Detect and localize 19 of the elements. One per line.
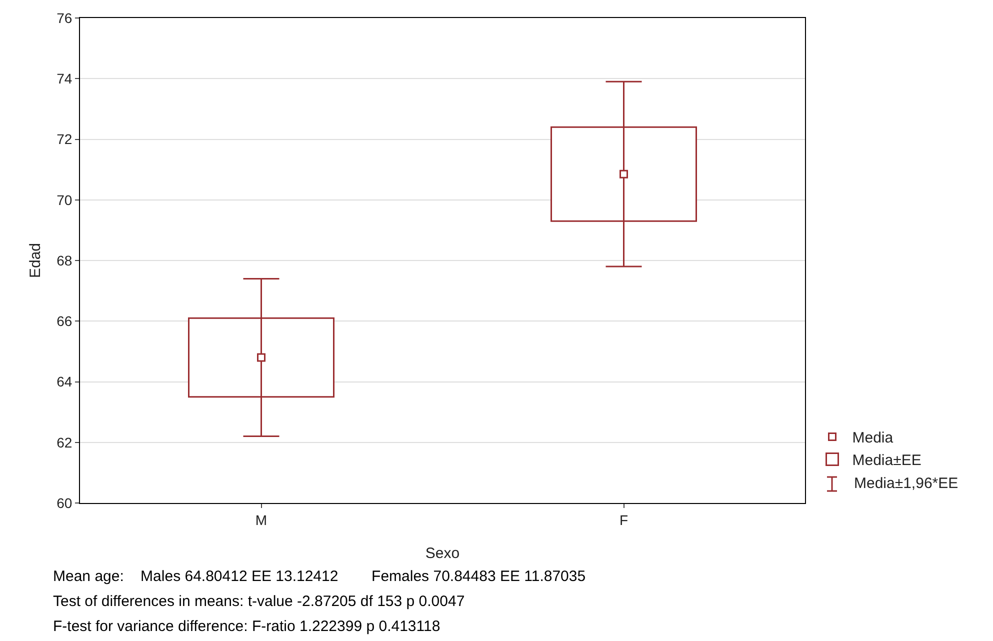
y-axis-title: Edad xyxy=(27,242,44,278)
x-axis-title: Sexo xyxy=(425,545,460,562)
x-tick-label: M xyxy=(255,512,268,528)
text: Test of differences in means: t-value -2.87205 df 153 p 0.0047 xyxy=(53,593,465,610)
x-tick-label: F xyxy=(619,512,628,528)
y-tick-label: 76 xyxy=(56,10,72,26)
y-tick-label: 66 xyxy=(56,313,72,330)
text: Media±1,96*EE xyxy=(854,475,958,492)
y-tick-label: 60 xyxy=(56,494,72,511)
text: Mean age: Males 64.80412 EE 13.12412 Females 70.84483 EE 11.87035 xyxy=(53,568,586,585)
y-tick-label: 74 xyxy=(56,70,72,87)
y-tick-label: 68 xyxy=(56,252,72,268)
legend-label: Media±EE xyxy=(852,452,922,470)
y-tick-label: 62 xyxy=(56,434,72,450)
legend-label: Media xyxy=(852,430,894,447)
y-tick-label: 64 xyxy=(56,374,72,390)
text: F-test for variance difference: F-ratio 1.222399 p 0.413118 xyxy=(53,618,440,635)
y-tick-label: 72 xyxy=(56,131,72,148)
y-tick-label: 70 xyxy=(56,192,72,208)
